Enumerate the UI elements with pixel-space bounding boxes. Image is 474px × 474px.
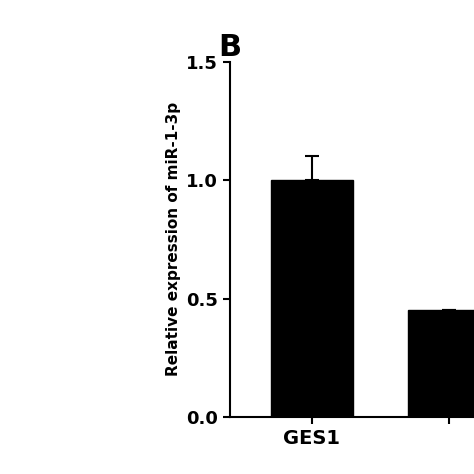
Text: B: B (218, 33, 241, 62)
Bar (271, 180, 353, 417)
Y-axis label: Relative expression of miR-1-3p: Relative expression of miR-1-3p (165, 102, 181, 376)
Bar (408, 310, 474, 417)
